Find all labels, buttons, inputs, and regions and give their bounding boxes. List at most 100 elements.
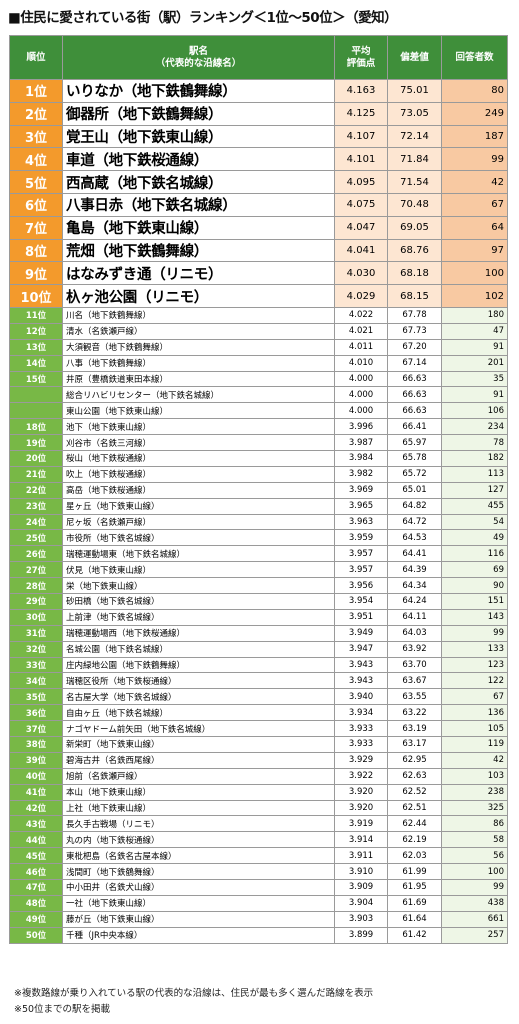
station-cell: 桜山（地下鉄桜通線）	[62, 449, 335, 467]
table-row: 45位 東枇杷島（名鉄名古屋本線） 3.911 62.03 56	[9, 847, 508, 865]
table-row: 39位 碧海古井（名鉄西尾線） 3.929 62.95 42	[9, 751, 508, 769]
station-cell: 碧海古井（名鉄西尾線）	[62, 751, 335, 769]
station-cell: 御器所（地下鉄鶴舞線）	[62, 101, 335, 126]
deviation-cell: 64.82	[387, 497, 442, 515]
rank-cell: 11位	[9, 306, 63, 324]
count-cell: 42	[441, 751, 508, 769]
table-row: 15位 井原（豊橋鉄道東田本線） 4.000 66.63 35	[9, 370, 508, 388]
count-cell: 100	[441, 261, 508, 286]
count-cell: 123	[441, 656, 508, 674]
score-cell: 4.163	[334, 79, 388, 103]
deviation-cell: 63.92	[387, 640, 442, 658]
table-row: 5位 西高蔵（地下鉄名城線） 4.095 71.54 42	[9, 170, 508, 194]
deviation-cell: 66.41	[387, 418, 442, 436]
table-row: 19位 刈谷市（名鉄三河線） 3.987 65.97 78	[9, 434, 508, 451]
count-cell: 56	[441, 847, 508, 865]
station-cell: 大須観音（地下鉄鶴舞線）	[62, 338, 335, 356]
table-row: 36位 自由ヶ丘（地下鉄名城線） 3.934 63.22 136	[9, 704, 508, 722]
rank-cell: 30位	[9, 608, 63, 626]
deviation-cell: 62.03	[387, 847, 442, 865]
count-cell: 187	[441, 124, 508, 149]
table-row: 東山公園（地下鉄東山線） 4.000 66.63 106	[9, 402, 508, 420]
station-cell: 砂田橋（地下鉄名城線）	[62, 593, 335, 610]
score-cell: 3.903	[334, 910, 388, 928]
score-cell: 3.982	[334, 465, 388, 483]
station-cell: ナゴヤドーム前矢田（地下鉄名城線）	[62, 720, 335, 738]
deviation-cell: 61.64	[387, 910, 442, 928]
deviation-cell: 64.72	[387, 513, 442, 531]
station-cell: 上前津（地下鉄名城線）	[62, 608, 335, 626]
table-row: 48位 一社（地下鉄東山線） 3.904 61.69 438	[9, 894, 508, 912]
count-cell: 91	[441, 386, 508, 404]
count-cell: 127	[441, 481, 508, 499]
count-cell: 35	[441, 370, 508, 388]
score-cell: 4.010	[334, 354, 388, 372]
rank-cell: 41位	[9, 783, 63, 801]
table-row: 44位 丸の内（地下鉄桜通線） 3.914 62.19 58	[9, 831, 508, 849]
score-cell: 3.951	[334, 608, 388, 626]
deviation-cell: 73.05	[387, 101, 442, 126]
station-cell: 池下（地下鉄東山線）	[62, 418, 335, 436]
score-cell: 3.957	[334, 545, 388, 563]
table-row: 26位 瑞穂運動場東（地下鉄名城線） 3.957 64.41 116	[9, 545, 508, 563]
deviation-cell: 65.97	[387, 434, 442, 451]
score-cell: 4.041	[334, 238, 388, 263]
table-row: 8位 荒畑（地下鉄鶴舞線） 4.041 68.76 97	[9, 238, 508, 263]
station-cell: 中小田井（名鉄犬山線）	[62, 879, 335, 896]
table-row: 38位 新栄町（地下鉄東山線） 3.933 63.17 119	[9, 736, 508, 753]
score-cell: 3.934	[334, 704, 388, 722]
header-cell: 駅名 （代表的な沿線名）	[62, 35, 335, 80]
station-cell: 本山（地下鉄東山線）	[62, 783, 335, 801]
station-cell: 上社（地下鉄東山線）	[62, 799, 335, 817]
rank-cell: 35位	[9, 688, 63, 706]
rank-cell: 15位	[9, 370, 63, 388]
deviation-cell: 69.05	[387, 215, 442, 240]
station-cell: 川名（地下鉄鶴舞線）	[62, 306, 335, 324]
rank-cell: 8位	[9, 238, 63, 263]
score-cell: 3.899	[334, 926, 388, 944]
count-cell: 455	[441, 497, 508, 515]
count-cell: 201	[441, 354, 508, 372]
score-cell: 4.047	[334, 215, 388, 240]
footnote: ※複数路線が乗り入れている駅の代表的な沿線は、住民が最も多く選んだ路線を表示	[14, 988, 374, 999]
count-cell: 91	[441, 338, 508, 356]
score-cell: 4.095	[334, 170, 388, 194]
station-cell: 井原（豊橋鉄道東田本線）	[62, 370, 335, 388]
count-cell: 103	[441, 767, 508, 785]
score-cell: 4.011	[334, 338, 388, 356]
count-cell: 86	[441, 815, 508, 833]
score-cell: 4.075	[334, 192, 388, 217]
count-cell: 180	[441, 306, 508, 324]
rank-cell: 3位	[9, 124, 63, 149]
table-row: 40位 旭前（名鉄瀬戸線） 3.922 62.63 103	[9, 767, 508, 785]
rank-cell: 27位	[9, 561, 63, 579]
station-cell: 栄（地下鉄東山線）	[62, 577, 335, 594]
table-row: 25位 市役所（地下鉄名城線） 3.959 64.53 49	[9, 529, 508, 547]
rank-cell: 12位	[9, 322, 63, 340]
station-cell: 庄内緑地公園（地下鉄鶴舞線）	[62, 656, 335, 674]
score-cell: 3.914	[334, 831, 388, 849]
rank-cell: 2位	[9, 101, 63, 126]
score-cell: 4.101	[334, 147, 388, 172]
deviation-cell: 65.78	[387, 449, 442, 467]
deviation-cell: 64.34	[387, 577, 442, 594]
rank-cell: 28位	[9, 577, 63, 594]
score-cell: 3.943	[334, 672, 388, 690]
station-cell: いりなか（地下鉄鶴舞線）	[62, 79, 335, 103]
score-cell: 3.929	[334, 751, 388, 769]
deviation-cell: 62.19	[387, 831, 442, 849]
station-cell: 尼ヶ坂（名鉄瀬戸線）	[62, 513, 335, 531]
rank-cell: 26位	[9, 545, 63, 563]
station-cell: 清水（名鉄瀬戸線）	[62, 322, 335, 340]
score-cell: 3.933	[334, 736, 388, 753]
rank-cell: 34位	[9, 672, 63, 690]
table-row: 47位 中小田井（名鉄犬山線） 3.909 61.95 99	[9, 879, 508, 896]
table-row: 21位 吹上（地下鉄桜通線） 3.982 65.72 113	[9, 465, 508, 483]
rank-cell: 45位	[9, 847, 63, 865]
station-cell: 瑞穂運動場西（地下鉄桜通線）	[62, 624, 335, 642]
rank-cell	[9, 402, 63, 420]
station-cell: 八事（地下鉄鶴舞線）	[62, 354, 335, 372]
rank-cell: 36位	[9, 704, 63, 722]
deviation-cell: 62.52	[387, 783, 442, 801]
count-cell: 257	[441, 926, 508, 944]
